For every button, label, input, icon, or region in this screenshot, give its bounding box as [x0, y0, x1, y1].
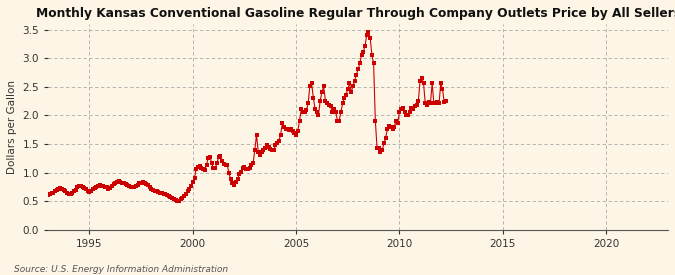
Y-axis label: Dollars per Gallon: Dollars per Gallon: [7, 80, 17, 174]
Title: Monthly Kansas Conventional Gasoline Regular Through Company Outlets Price by Al: Monthly Kansas Conventional Gasoline Reg…: [36, 7, 675, 20]
Text: Source: U.S. Energy Information Administration: Source: U.S. Energy Information Administ…: [14, 265, 227, 274]
